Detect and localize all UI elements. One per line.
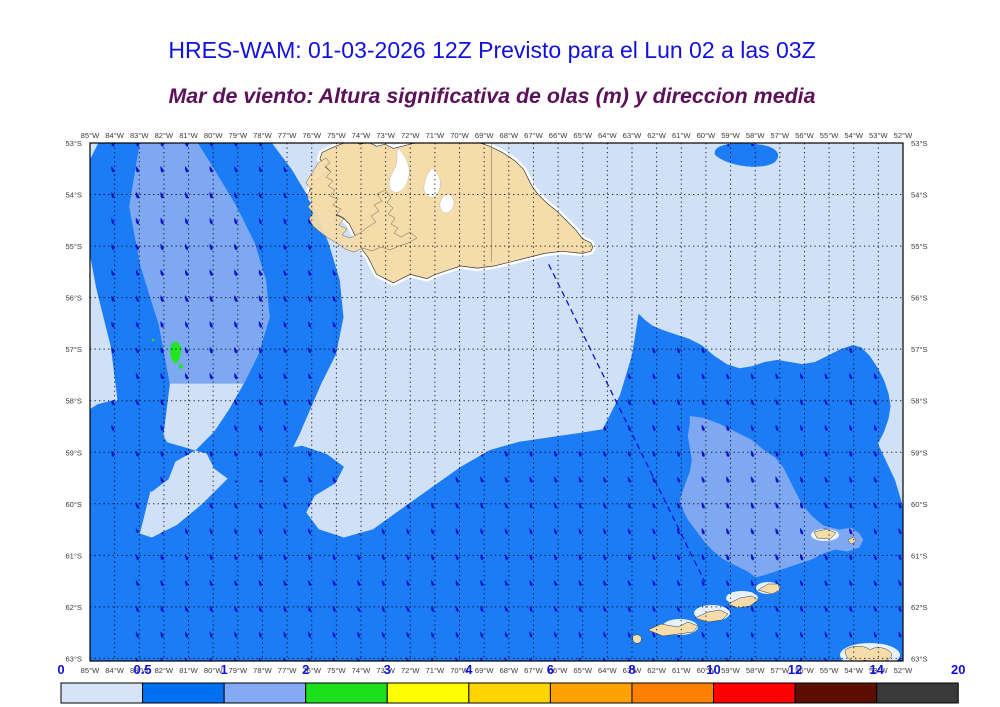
svg-text:12: 12 bbox=[788, 662, 802, 677]
svg-text:58°W: 58°W bbox=[746, 131, 765, 140]
svg-text:64°W: 64°W bbox=[598, 131, 617, 140]
svg-text:83°W: 83°W bbox=[130, 131, 149, 140]
svg-text:55°W: 55°W bbox=[820, 666, 839, 675]
svg-text:4: 4 bbox=[465, 662, 473, 677]
svg-text:61°W: 61°W bbox=[672, 666, 691, 675]
svg-text:74°W: 74°W bbox=[352, 666, 371, 675]
svg-text:14: 14 bbox=[869, 662, 884, 677]
svg-text:57°W: 57°W bbox=[770, 131, 789, 140]
svg-text:69°W: 69°W bbox=[475, 131, 494, 140]
svg-text:77°W: 77°W bbox=[278, 666, 297, 675]
svg-text:85°W: 85°W bbox=[81, 666, 100, 675]
svg-text:81°W: 81°W bbox=[179, 131, 198, 140]
svg-text:61°S: 61°S bbox=[911, 551, 928, 560]
svg-text:73°W: 73°W bbox=[376, 131, 395, 140]
svg-text:75°W: 75°W bbox=[327, 666, 346, 675]
svg-text:52°W: 52°W bbox=[894, 666, 913, 675]
svg-text:59°W: 59°W bbox=[721, 131, 740, 140]
svg-text:65°W: 65°W bbox=[573, 131, 592, 140]
svg-text:74°W: 74°W bbox=[352, 131, 371, 140]
svg-text:60°S: 60°S bbox=[911, 500, 928, 509]
svg-text:72°W: 72°W bbox=[401, 131, 420, 140]
svg-text:53°S: 53°S bbox=[911, 139, 928, 148]
svg-text:80°W: 80°W bbox=[204, 131, 223, 140]
svg-text:20: 20 bbox=[951, 662, 965, 677]
svg-text:76°W: 76°W bbox=[302, 131, 321, 140]
svg-text:62°S: 62°S bbox=[911, 603, 928, 612]
svg-text:82°W: 82°W bbox=[155, 131, 174, 140]
svg-text:75°W: 75°W bbox=[327, 131, 346, 140]
svg-text:57°S: 57°S bbox=[911, 345, 928, 354]
svg-text:6: 6 bbox=[547, 662, 554, 677]
svg-text:10: 10 bbox=[706, 662, 720, 677]
svg-text:56°W: 56°W bbox=[795, 131, 814, 140]
svg-text:59°S: 59°S bbox=[911, 448, 928, 457]
svg-text:64°W: 64°W bbox=[598, 666, 617, 675]
svg-text:65°W: 65°W bbox=[573, 666, 592, 675]
svg-text:68°W: 68°W bbox=[499, 131, 518, 140]
svg-text:55°S: 55°S bbox=[65, 242, 82, 251]
svg-text:69°W: 69°W bbox=[475, 666, 494, 675]
svg-text:3: 3 bbox=[384, 662, 391, 677]
svg-text:67°W: 67°W bbox=[524, 131, 543, 140]
svg-text:77°W: 77°W bbox=[278, 131, 297, 140]
svg-text:59°W: 59°W bbox=[721, 666, 740, 675]
svg-text:71°W: 71°W bbox=[426, 131, 445, 140]
svg-text:60°W: 60°W bbox=[697, 131, 716, 140]
svg-text:56°S: 56°S bbox=[911, 294, 928, 303]
svg-text:58°S: 58°S bbox=[911, 397, 928, 406]
svg-text:84°W: 84°W bbox=[105, 666, 124, 675]
svg-text:79°W: 79°W bbox=[228, 131, 247, 140]
svg-text:85°W: 85°W bbox=[81, 131, 100, 140]
svg-text:63°S: 63°S bbox=[65, 654, 82, 663]
svg-text:66°W: 66°W bbox=[549, 131, 568, 140]
svg-text:68°W: 68°W bbox=[499, 666, 518, 675]
svg-text:62°W: 62°W bbox=[647, 666, 666, 675]
svg-text:60°S: 60°S bbox=[65, 500, 82, 509]
svg-text:72°W: 72°W bbox=[401, 666, 420, 675]
svg-text:71°W: 71°W bbox=[426, 666, 445, 675]
svg-text:8: 8 bbox=[628, 662, 635, 677]
svg-text:58°W: 58°W bbox=[746, 666, 765, 675]
svg-text:82°W: 82°W bbox=[155, 666, 174, 675]
svg-text:54°W: 54°W bbox=[844, 131, 863, 140]
svg-text:54°S: 54°S bbox=[65, 191, 82, 200]
svg-text:62°W: 62°W bbox=[647, 131, 666, 140]
svg-text:0: 0 bbox=[57, 662, 64, 677]
svg-text:59°S: 59°S bbox=[65, 448, 82, 457]
svg-text:55°W: 55°W bbox=[820, 131, 839, 140]
svg-text:56°S: 56°S bbox=[65, 294, 82, 303]
svg-text:63°S: 63°S bbox=[911, 654, 928, 663]
svg-text:63°W: 63°W bbox=[623, 131, 642, 140]
svg-text:79°W: 79°W bbox=[228, 666, 247, 675]
svg-text:0.5: 0.5 bbox=[134, 662, 152, 677]
svg-text:67°W: 67°W bbox=[524, 666, 543, 675]
svg-text:55°S: 55°S bbox=[911, 242, 928, 251]
svg-text:53°W: 53°W bbox=[869, 131, 888, 140]
svg-text:53°S: 53°S bbox=[65, 139, 82, 148]
svg-text:58°S: 58°S bbox=[65, 397, 82, 406]
svg-text:62°S: 62°S bbox=[65, 603, 82, 612]
svg-text:57°S: 57°S bbox=[65, 345, 82, 354]
svg-text:1: 1 bbox=[221, 662, 228, 677]
svg-text:54°W: 54°W bbox=[844, 666, 863, 675]
svg-text:78°W: 78°W bbox=[253, 131, 272, 140]
svg-text:81°W: 81°W bbox=[179, 666, 198, 675]
svg-text:54°S: 54°S bbox=[911, 191, 928, 200]
svg-text:78°W: 78°W bbox=[253, 666, 272, 675]
svg-text:61°W: 61°W bbox=[672, 131, 691, 140]
svg-text:61°S: 61°S bbox=[65, 551, 82, 560]
svg-text:2: 2 bbox=[302, 662, 309, 677]
svg-text:84°W: 84°W bbox=[105, 131, 124, 140]
svg-text:70°W: 70°W bbox=[450, 131, 469, 140]
